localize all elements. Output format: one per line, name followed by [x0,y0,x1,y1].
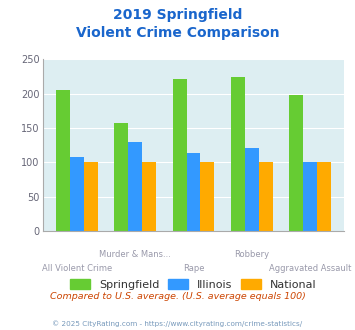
Bar [258,162,273,231]
Bar [231,77,245,231]
Legend: Springfield, Illinois, National: Springfield, Illinois, National [66,274,321,294]
Bar [114,122,129,231]
Bar [129,142,142,231]
Bar [84,162,98,231]
Bar [142,162,156,231]
Text: 2019 Springfield: 2019 Springfield [113,8,242,22]
Bar [70,157,84,231]
Bar [289,95,303,231]
Text: © 2025 CityRating.com - https://www.cityrating.com/crime-statistics/: © 2025 CityRating.com - https://www.city… [53,321,302,327]
Bar [173,79,186,231]
Bar [201,162,214,231]
Text: All Violent Crime: All Violent Crime [42,264,113,273]
Bar [317,162,331,231]
Bar [245,148,258,231]
Text: Compared to U.S. average. (U.S. average equals 100): Compared to U.S. average. (U.S. average … [50,292,305,301]
Text: Violent Crime Comparison: Violent Crime Comparison [76,26,279,40]
Bar [56,90,70,231]
Text: Aggravated Assault: Aggravated Assault [268,264,351,273]
Text: Rape: Rape [183,264,204,273]
Bar [186,153,201,231]
Text: Murder & Mans...: Murder & Mans... [99,250,171,259]
Text: Robbery: Robbery [234,250,269,259]
Bar [303,162,317,231]
